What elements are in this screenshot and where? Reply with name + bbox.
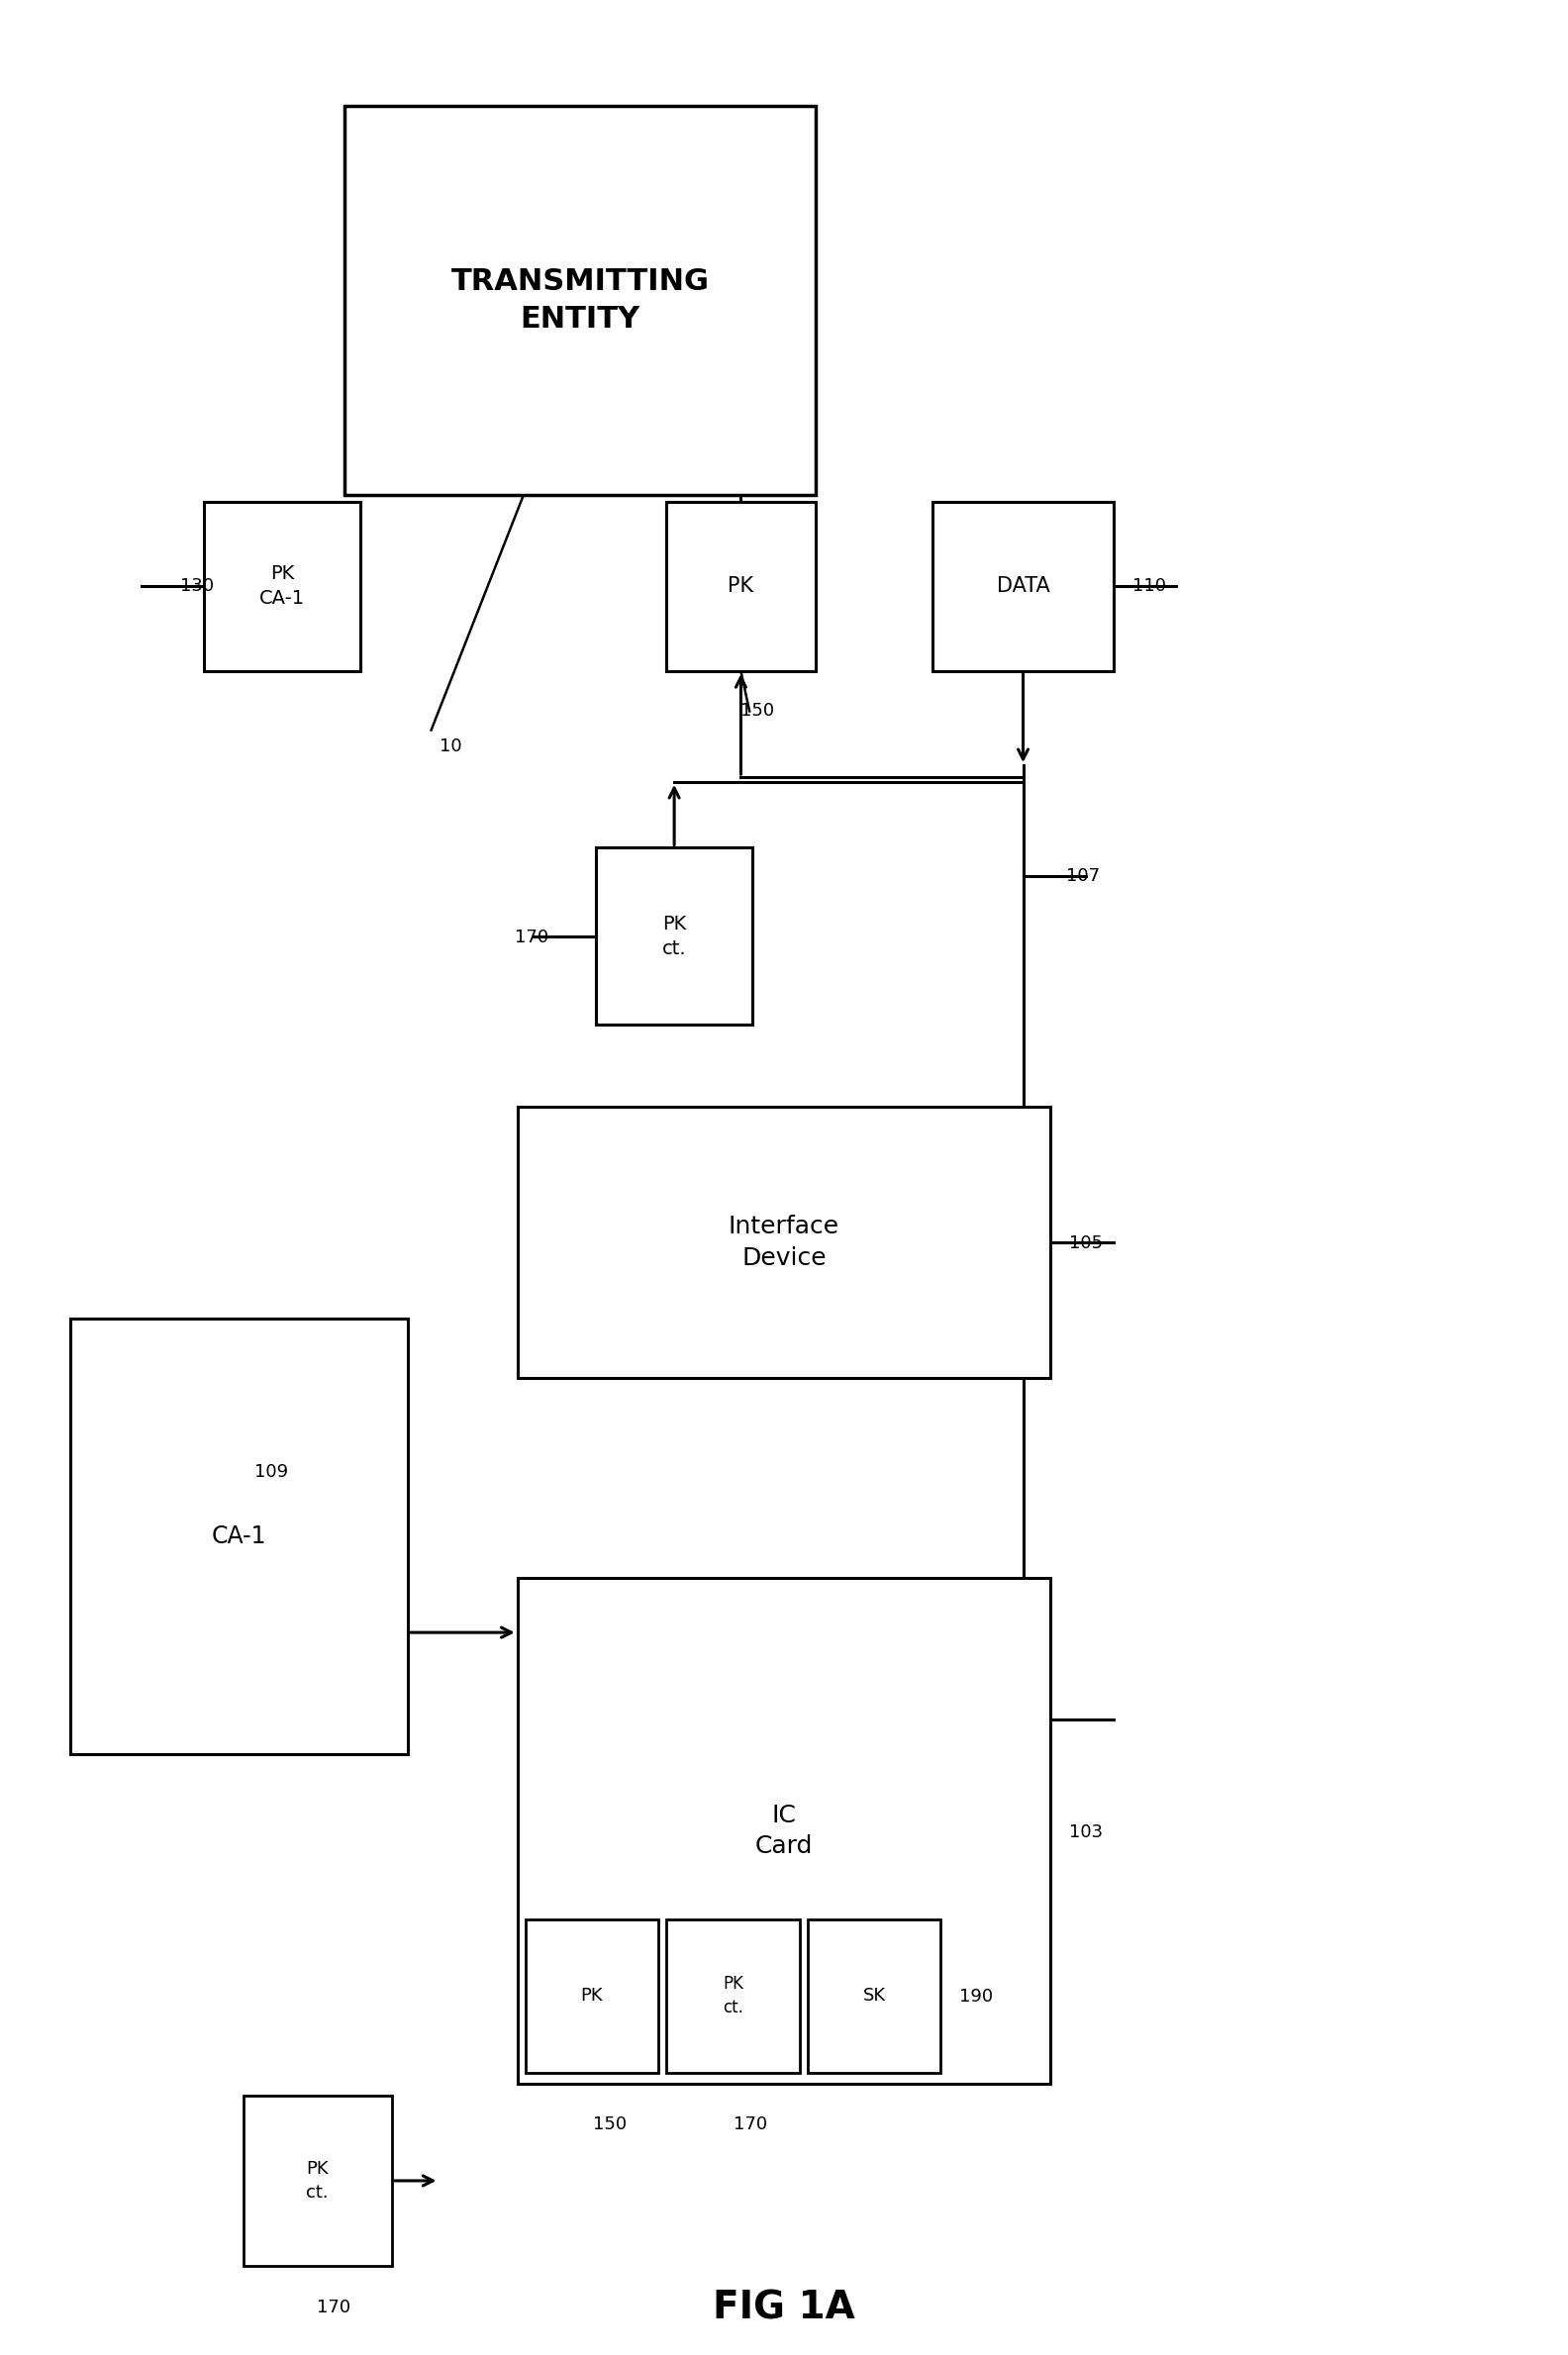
Text: PK
ct.: PK ct. xyxy=(662,914,687,958)
Text: 103: 103 xyxy=(1069,1823,1104,1842)
Text: IC
Card: IC Card xyxy=(756,1804,812,1858)
Text: 110: 110 xyxy=(1132,577,1165,596)
FancyBboxPatch shape xyxy=(525,1919,659,2072)
Text: 170: 170 xyxy=(514,928,549,947)
Text: FIG 1A: FIG 1A xyxy=(713,2289,855,2327)
FancyBboxPatch shape xyxy=(243,2096,392,2266)
FancyBboxPatch shape xyxy=(517,1107,1051,1378)
FancyBboxPatch shape xyxy=(517,1578,1051,2084)
Text: PK
ct.: PK ct. xyxy=(723,1976,743,2016)
Text: PK
ct.: PK ct. xyxy=(306,2160,329,2202)
FancyBboxPatch shape xyxy=(71,1319,408,1754)
Text: CA-1: CA-1 xyxy=(212,1524,267,1550)
Text: 170: 170 xyxy=(317,2298,351,2317)
Text: PK: PK xyxy=(728,577,754,596)
Text: 150: 150 xyxy=(740,702,775,721)
Text: DATA: DATA xyxy=(997,577,1049,596)
Text: Interface
Device: Interface Device xyxy=(729,1215,839,1269)
Text: 107: 107 xyxy=(1066,867,1101,885)
FancyBboxPatch shape xyxy=(345,106,815,495)
FancyBboxPatch shape xyxy=(596,848,753,1024)
FancyBboxPatch shape xyxy=(933,502,1113,671)
FancyBboxPatch shape xyxy=(666,1919,800,2072)
Text: PK: PK xyxy=(580,1988,604,2004)
Text: SK: SK xyxy=(862,1988,886,2004)
FancyBboxPatch shape xyxy=(808,1919,941,2072)
FancyBboxPatch shape xyxy=(204,502,361,671)
Text: 150: 150 xyxy=(593,2115,627,2134)
Text: 105: 105 xyxy=(1069,1234,1104,1253)
Text: 10: 10 xyxy=(439,737,461,756)
FancyBboxPatch shape xyxy=(666,502,815,671)
Text: PK
CA-1: PK CA-1 xyxy=(259,565,306,608)
Text: 109: 109 xyxy=(254,1462,289,1481)
Text: 190: 190 xyxy=(960,1988,994,2006)
Text: 130: 130 xyxy=(180,577,215,596)
Text: 170: 170 xyxy=(734,2115,768,2134)
Text: TRANSMITTING
ENTITY: TRANSMITTING ENTITY xyxy=(452,266,709,334)
